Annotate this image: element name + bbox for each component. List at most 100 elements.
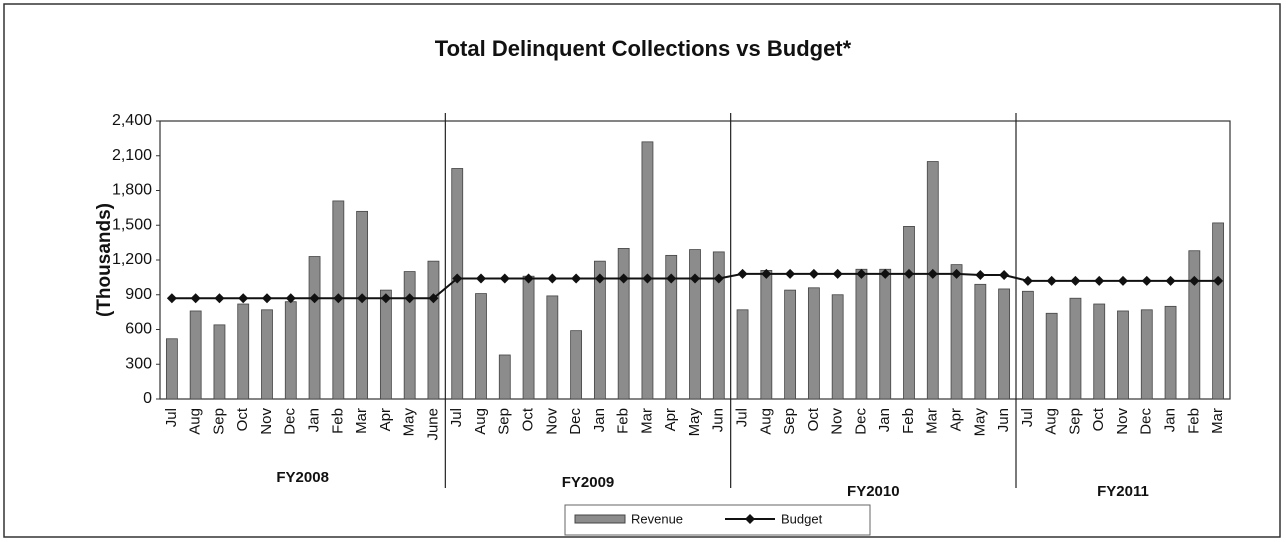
x-tick-label: Dec [1138, 408, 1155, 435]
budget-marker [999, 270, 1010, 281]
x-tick-label: Nov [258, 408, 275, 435]
y-tick-label: 900 [125, 286, 152, 303]
x-tick-label: Jul [448, 408, 465, 427]
bar [1164, 305, 1177, 400]
x-tick-label: Aug [1043, 408, 1060, 435]
budget-marker [594, 273, 605, 284]
x-tick-label: Sep [496, 408, 513, 435]
y-tick-label: 1,500 [112, 216, 152, 233]
bar [379, 289, 392, 400]
bar [427, 260, 440, 400]
budget-marker [856, 268, 867, 279]
budget-marker [214, 293, 225, 304]
budget-marker [1070, 275, 1081, 286]
budget-marker [642, 273, 653, 284]
bar [712, 251, 725, 400]
x-tick-label: Jan [1162, 408, 1179, 432]
budget-marker [713, 273, 724, 284]
bar [284, 301, 297, 400]
y-tick-label: 600 [125, 321, 152, 338]
budget-marker [190, 293, 201, 304]
bar [998, 288, 1011, 400]
budget-marker [975, 270, 986, 281]
budget-marker [761, 268, 772, 279]
bar [1069, 297, 1082, 400]
x-tick-label: Apr [662, 408, 679, 431]
x-tick-label: Feb [615, 408, 632, 434]
budget-marker [927, 268, 938, 279]
x-tick-label: Mar [1209, 408, 1226, 434]
bar [1212, 222, 1225, 400]
x-tick-label: Oct [1090, 407, 1107, 431]
bar [831, 294, 844, 400]
budget-marker [357, 293, 368, 304]
x-tick-label: Jul [163, 408, 180, 427]
budget-marker [309, 293, 320, 304]
bar [760, 270, 773, 400]
y-axis-label: (Thousands) [94, 203, 115, 317]
x-tick-label: Mar [924, 408, 941, 434]
y-tick-label: 2,400 [112, 112, 152, 129]
x-tick-label: Nov [829, 408, 846, 435]
budget-marker [880, 268, 891, 279]
x-tick-label: Nov [1114, 408, 1131, 435]
budget-marker [1189, 275, 1200, 286]
y-tick-label: 2,100 [112, 147, 152, 164]
budget-marker [380, 293, 391, 304]
x-tick-label: Jun [995, 408, 1012, 432]
x-tick-label: Feb [329, 408, 346, 434]
bar [903, 226, 915, 400]
x-tick-label: June [424, 408, 441, 441]
x-tick-label: Jun [710, 408, 727, 432]
bar [950, 264, 963, 400]
x-tick-label: Aug [757, 408, 774, 435]
bar [522, 275, 535, 400]
budget-marker [523, 273, 534, 284]
x-tick-label: Jul [734, 408, 751, 427]
x-tick-label: Nov [543, 408, 560, 435]
budget-marker [571, 273, 582, 284]
bar [356, 210, 369, 400]
budget-marker [1094, 275, 1105, 286]
budget-marker [808, 268, 819, 279]
x-tick-label: Jan [591, 408, 608, 432]
budget-marker [737, 268, 748, 279]
budget-marker [476, 273, 486, 284]
budget-marker [499, 273, 510, 284]
legend-label: Budget [781, 511, 823, 526]
bar [855, 268, 868, 400]
x-tick-label: Dec [852, 408, 869, 435]
x-tick-label: Sep [210, 408, 227, 435]
bar [308, 256, 321, 400]
budget-marker [166, 293, 177, 304]
legend-label: Revenue [631, 511, 683, 526]
bar [189, 310, 202, 400]
x-tick-label: Mar [353, 408, 370, 434]
budget-marker [1118, 275, 1128, 286]
x-tick-label: May [401, 408, 418, 437]
group-label: FY2011 [1097, 483, 1149, 500]
chart-title: Total Delinquent Collections vs Budget* [435, 36, 852, 61]
bar [593, 260, 606, 400]
budget-marker [1213, 275, 1224, 286]
bar [641, 141, 654, 400]
bar [736, 309, 749, 400]
budget-marker [1046, 275, 1057, 286]
budget-marker [262, 293, 272, 304]
x-tick-label: Oct [234, 407, 251, 431]
bar [665, 254, 678, 400]
bar [451, 168, 464, 400]
budget-marker [904, 268, 914, 279]
x-tick-label: Sep [1066, 408, 1083, 435]
x-tick-label: Jan [876, 408, 893, 432]
x-tick-label: Jan [306, 408, 323, 432]
bar [213, 324, 226, 400]
x-tick-label: Oct [520, 407, 537, 431]
budget-marker [238, 293, 249, 304]
budget-marker [690, 273, 700, 284]
bar [237, 303, 250, 400]
legend-swatch [574, 514, 626, 524]
y-tick-label: 1,800 [112, 182, 152, 199]
x-tick-label: Oct [805, 407, 822, 431]
budget-marker [1022, 275, 1033, 286]
